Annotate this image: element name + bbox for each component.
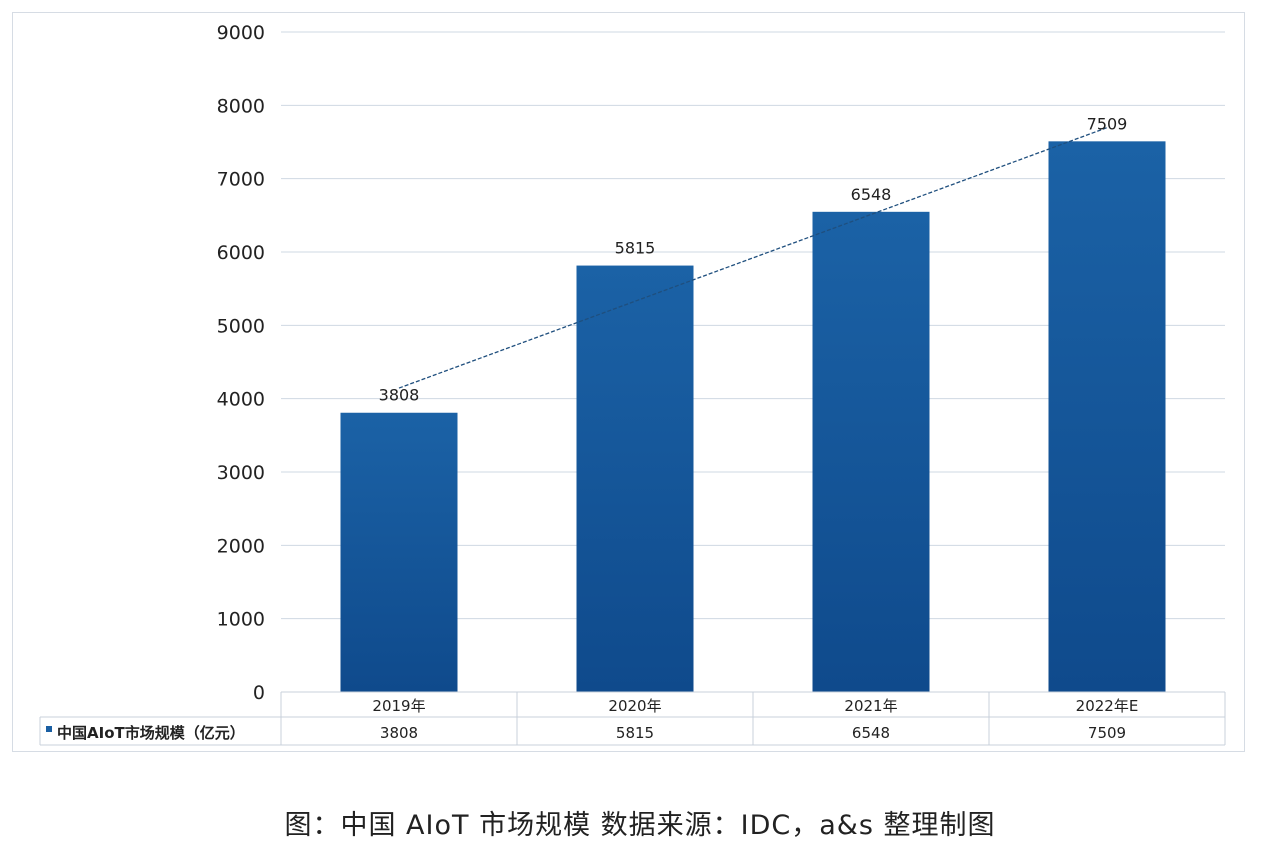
x-category-label: 2022年E [1076,697,1139,715]
y-tick-label: 3000 [217,462,265,484]
data-label: 6548 [851,185,892,204]
y-tick-label: 5000 [217,315,265,337]
y-tick-label: 0 [253,682,265,704]
data-label: 7509 [1087,114,1128,133]
chart-frame [12,12,1245,752]
data-label: 5815 [615,239,656,258]
y-tick-label: 2000 [217,535,265,557]
data-label: 3808 [379,386,420,405]
y-tick-label: 4000 [217,389,265,411]
y-tick-label: 9000 [217,22,265,44]
x-category-label: 2020年 [608,697,661,715]
table-value: 6548 [852,724,890,742]
table-value: 7509 [1088,724,1126,742]
trendline [398,127,1108,389]
y-tick-label: 1000 [217,609,265,631]
legend-label: 中国AIoT市场规模（亿元） [57,724,245,742]
bar-2019年 [340,412,458,692]
table-value: 5815 [616,724,654,742]
legend-key [46,726,52,732]
x-category-label: 2019年 [372,697,425,715]
chart-caption: 图：中国 AIoT 市场规模 数据来源：IDC，a&s 整理制图 [284,810,996,841]
bar-2020年 [576,265,694,692]
y-tick-label: 7000 [217,169,265,191]
y-tick-label: 8000 [217,95,265,117]
table-value: 3808 [380,724,418,742]
x-category-label: 2021年 [844,697,897,715]
bar-2022年E [1048,141,1166,693]
y-tick-label: 6000 [217,242,265,264]
bar-2021年 [812,211,930,692]
